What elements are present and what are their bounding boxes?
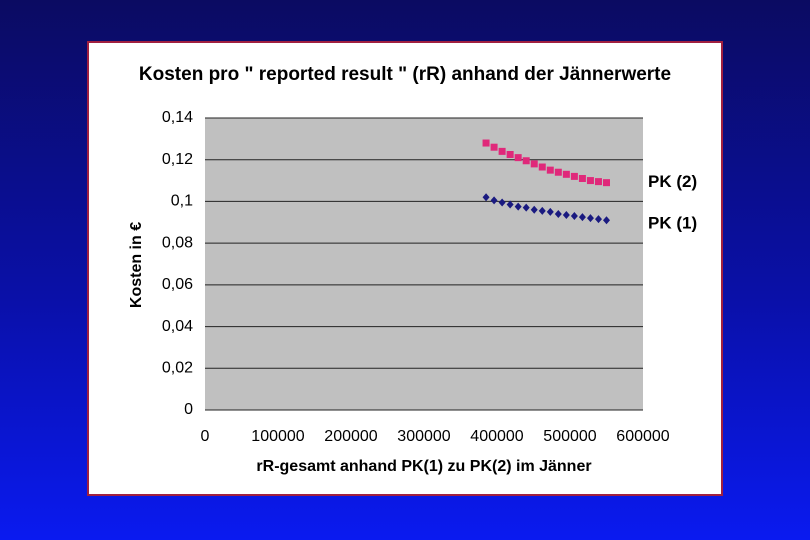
marker (546, 166, 554, 174)
marker (490, 196, 498, 205)
marker (554, 209, 562, 218)
marker (514, 154, 522, 162)
marker (482, 193, 490, 202)
y-tick-label: 0,06 (162, 276, 193, 293)
marker (586, 177, 594, 185)
x-tick-label: 200000 (324, 428, 377, 445)
marker (562, 210, 570, 219)
marker (530, 205, 538, 214)
marker (554, 168, 562, 176)
y-tick-label: 0,04 (162, 318, 193, 335)
y-tick-label: 0 (184, 401, 193, 418)
marker (482, 139, 490, 147)
plot-area (205, 118, 643, 410)
marker (546, 207, 554, 216)
y-tick-label: 0,12 (162, 151, 193, 168)
marker (522, 157, 530, 165)
x-tick-label: 300000 (397, 428, 450, 445)
marker (562, 170, 570, 178)
marker (498, 147, 506, 155)
marker (570, 172, 578, 180)
y-tick-label: 0,1 (171, 193, 193, 210)
x-axis-label: rR-gesamt anhand PK(1) zu PK(2) im Jänne… (256, 458, 591, 475)
marker (538, 206, 546, 215)
series-label: PK (1) (648, 214, 697, 233)
marker (498, 198, 506, 207)
x-tick-label: 500000 (543, 428, 596, 445)
marker (538, 163, 546, 171)
marker (603, 179, 610, 187)
marker (514, 202, 522, 211)
marker (603, 216, 610, 225)
marker (506, 200, 514, 209)
x-tick-label: 0 (201, 428, 210, 445)
marker (594, 215, 602, 224)
y-tick-label: 0,02 (162, 360, 193, 377)
x-tick-label: 400000 (470, 428, 523, 445)
marker (570, 212, 578, 221)
marker (522, 203, 530, 212)
y-axis-label: Kosten in € (128, 222, 145, 308)
chart-title: Kosten pro " reported result " (rR) anha… (139, 64, 671, 85)
marker (490, 143, 498, 151)
y-tick-label: 0,08 (162, 234, 193, 251)
x-tick-label: 600000 (616, 428, 669, 445)
marker (594, 178, 602, 186)
marker (578, 174, 586, 182)
y-tick-label: 0,14 (162, 109, 193, 126)
marker (506, 151, 514, 158)
x-tick-label: 100000 (251, 428, 304, 445)
marker (530, 160, 538, 168)
marker (578, 213, 586, 222)
series-label: PK (2) (648, 172, 697, 191)
marker (586, 214, 594, 223)
